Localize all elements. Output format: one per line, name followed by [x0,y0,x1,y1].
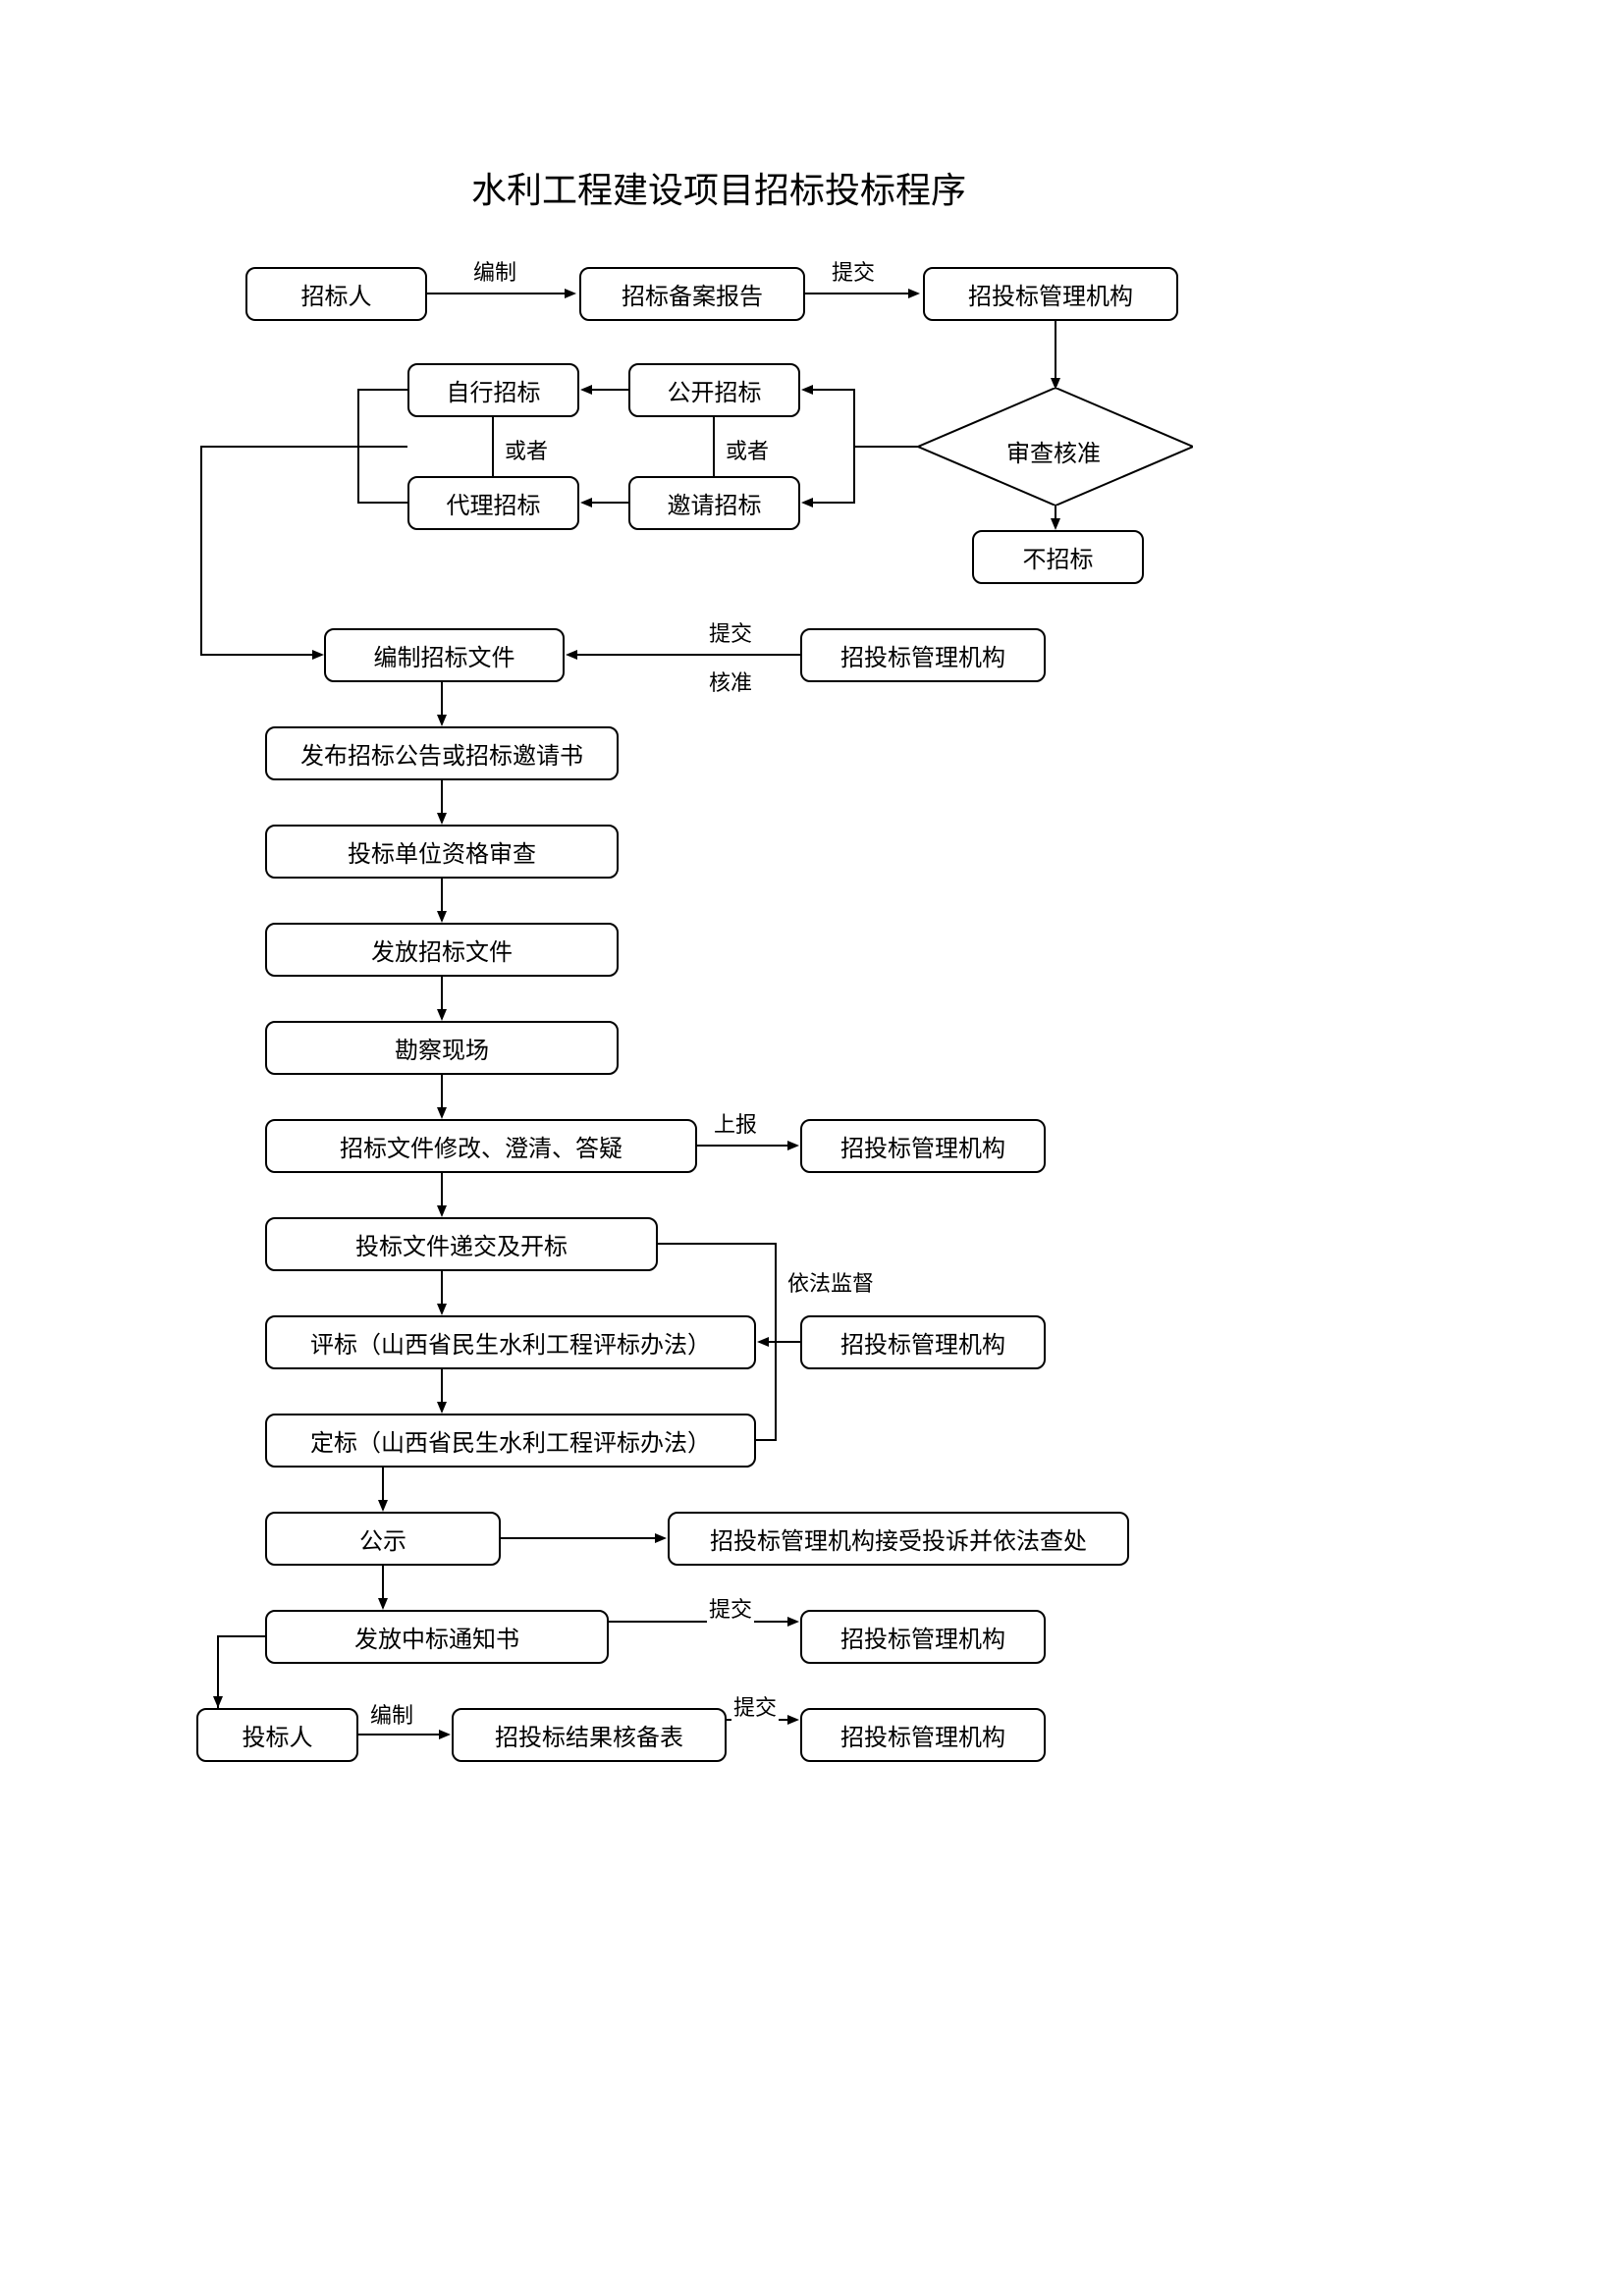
node-mgmt6: 招投标管理机构 [800,1708,1046,1762]
node-award_notice: 发放中标通知书 [265,1610,609,1664]
node-qualification: 投标单位资格审查 [265,825,619,879]
node-no_bid: 不招标 [972,530,1144,584]
edge-12 [201,447,358,655]
node-announce: 发布招标公告或招标邀请书 [265,726,619,780]
node-complaint: 招投标管理机构接受投诉并依法查处 [668,1512,1129,1566]
edge-10 [358,390,407,447]
node-result_form: 招投标结果核备表 [452,1708,727,1762]
edge-label-20: 上报 [712,1107,759,1139]
node-open_bid: 公开招标 [628,363,800,417]
edge-26 [756,1342,776,1440]
edge-4 [803,447,918,503]
node-publicity: 公示 [265,1512,501,1566]
edge-3 [803,390,918,447]
edge-label-30: 提交 [707,1592,754,1624]
node-mgmt2: 招投标管理机构 [800,628,1046,682]
edge-label-22: 依法监督 [785,1266,876,1298]
node-prep_docs: 编制招标文件 [324,628,565,682]
flowchart-canvas: 水利工程建设项目招标投标程序 审查核准 招标人招标备案报告招投标管理机构自行招标… [0,0,1624,2296]
node-tenderer: 招标人 [245,267,427,321]
node-submit_open: 投标文件递交及开标 [265,1217,658,1271]
edge-label-9: 或者 [724,434,771,465]
node-clarify: 招标文件修改、澄清、答疑 [265,1119,697,1173]
node-issue_docs: 发放招标文件 [265,923,619,977]
edge-label-33: 编制 [368,1698,415,1730]
node-mgmt4: 招投标管理机构 [800,1315,1046,1369]
node-site_survey: 勘察现场 [265,1021,619,1075]
node-mgmt5: 招投标管理机构 [800,1610,1046,1664]
node-mgmt1: 招投标管理机构 [923,267,1178,321]
node-bidder: 投标人 [196,1708,358,1762]
decision-review-label: 审查核准 [1006,434,1101,468]
node-decide: 定标（山西省民生水利工程评标办法） [265,1414,756,1468]
edge-label-34: 提交 [731,1690,779,1722]
edge-label-1: 提交 [830,255,877,287]
edge-11 [358,447,407,503]
node-filing_report: 招标备案报告 [579,267,805,321]
node-invite_bid: 邀请招标 [628,476,800,530]
edge-label-0: 编制 [471,255,518,287]
node-self_bid: 自行招标 [407,363,579,417]
node-mgmt3: 招投标管理机构 [800,1119,1046,1173]
edge-label-13: 提交 [707,616,754,648]
edge-label-8: 或者 [503,434,550,465]
edge-label-14: 核准 [707,666,754,697]
diagram-title: 水利工程建设项目招标投标程序 [471,162,966,213]
node-evaluate: 评标（山西省民生水利工程评标办法） [265,1315,756,1369]
node-agent_bid: 代理招标 [407,476,579,530]
